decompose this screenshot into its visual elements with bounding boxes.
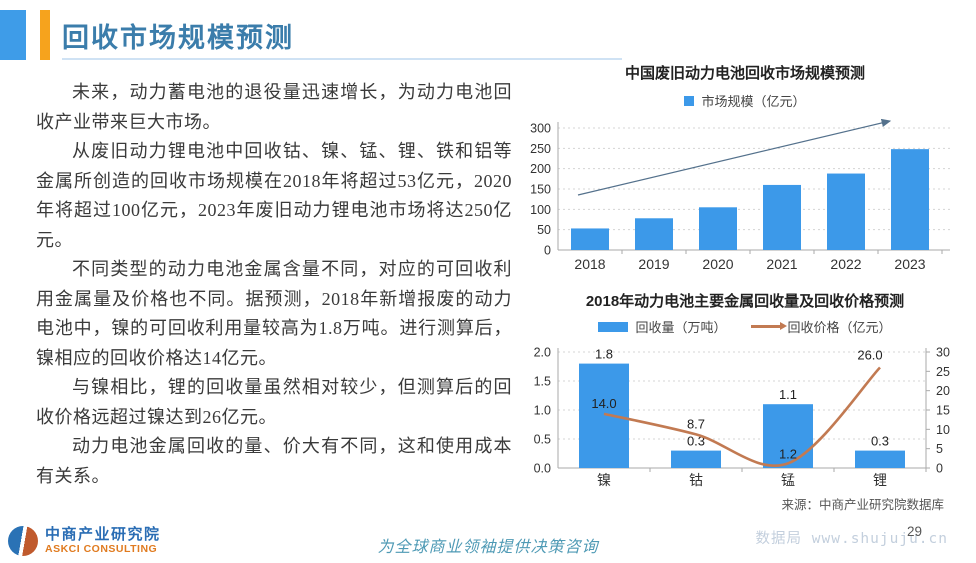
chart-market-size-plot: 0 50 100 150 200 250 300 2018 2019 2020 2021 2022 20… [530, 118, 950, 272]
svg-text:300: 300 [530, 122, 551, 136]
svg-text:20: 20 [936, 384, 950, 398]
svg-text:1.5: 1.5 [534, 375, 551, 389]
svg-text:镍: 镍 [597, 472, 611, 488]
svg-text:2.0: 2.0 [534, 346, 551, 360]
paragraph: 未来，动力蓄电池的退役量迅速增长，为动力电池回收产业带来巨大市场。 [36, 82, 512, 132]
svg-text:250: 250 [530, 142, 551, 156]
legend-square-marker-icon [684, 95, 695, 106]
svg-text:1.2: 1.2 [779, 446, 797, 461]
svg-text:1.1: 1.1 [779, 387, 797, 402]
svg-text:200: 200 [530, 162, 551, 176]
page-title: 回收市场规模预测 [62, 23, 294, 53]
paragraph: 动力电池金属回收的量、价大有不同，这和使用成本有关系。 [36, 436, 512, 486]
chart-market-size-legend: 市场规模（亿元） [522, 91, 968, 110]
legend-label: 回收量（万吨） [635, 320, 727, 335]
svg-text:锂: 锂 [873, 472, 887, 488]
svg-text:钴: 钴 [689, 472, 703, 488]
svg-text:1.0: 1.0 [534, 404, 551, 418]
svg-text:0.3: 0.3 [871, 434, 889, 449]
footer-slogan: 为全球商业领袖提供决策咨询 [377, 539, 599, 556]
svg-text:100: 100 [530, 203, 551, 217]
chart-market-size: 中国废旧动力电池回收市场规模预测 市场规模（亿元） 0 50 100 150 200 25… [522, 62, 968, 278]
page-number: 29 [906, 524, 922, 539]
svg-text:0.3: 0.3 [687, 434, 705, 449]
svg-text:26.0: 26.0 [857, 347, 882, 362]
paragraph: 从废旧动力锂电池中回收钴、镍、锰、锂、铁和铝等金属所创造的回收市场规模在2018… [36, 141, 512, 250]
legend-line-marker-icon [750, 322, 787, 330]
paragraph: 与镍相比，锂的回收量虽然相对较少，但测算后的回收价格远超过镍达到26亿元。 [36, 377, 512, 427]
logo-name-cn: 中商产业研究院 [45, 526, 161, 543]
svg-text:0: 0 [544, 244, 551, 258]
svg-text:25: 25 [936, 365, 950, 379]
chart-metal-recovery-legend: 回收量（万吨） 回收价格（亿元） [522, 317, 968, 336]
svg-text:10: 10 [936, 423, 950, 437]
header-accent-bar [40, 10, 50, 60]
title-underline [62, 58, 622, 60]
footer-watermark: 数据局 www.shujuju.cn [755, 531, 948, 547]
chart-metal-recovery: 2018年动力电池主要金属回收量及回收价格预测 回收量（万吨） 回收价格（亿元）… [522, 290, 968, 513]
svg-text:0: 0 [936, 462, 943, 476]
svg-text:0.0: 0.0 [534, 462, 551, 476]
chart-market-size-title: 中国废旧动力电池回收市场规模预测 [624, 65, 865, 82]
header-accent-square [0, 10, 26, 60]
svg-text:2020: 2020 [702, 256, 733, 272]
svg-text:15: 15 [936, 404, 950, 418]
svg-text:2022: 2022 [830, 256, 861, 272]
svg-text:锰: 锰 [781, 472, 795, 488]
svg-text:2021: 2021 [766, 256, 797, 272]
charts-column: 中国废旧动力电池回收市场规模预测 市场规模（亿元） 0 50 100 150 200 25… [522, 56, 968, 513]
svg-text:5: 5 [936, 442, 943, 456]
svg-text:2018: 2018 [574, 256, 605, 272]
company-logo: 中商产业研究院 ASKCI CONSULTING [8, 526, 161, 556]
legend-bar-marker-icon [598, 321, 629, 332]
askci-logo-icon [8, 526, 38, 556]
svg-text:8.7: 8.7 [687, 416, 705, 431]
legend-label: 回收价格（亿元） [787, 320, 892, 335]
body-text: 未来，动力蓄电池的退役量迅速增长，为动力电池回收产业带来巨大市场。 从废旧动力锂… [36, 78, 512, 491]
logo-name-en: ASKCI CONSULTING [45, 543, 158, 555]
svg-text:2019: 2019 [638, 256, 669, 272]
svg-text:30: 30 [936, 346, 950, 360]
svg-text:50: 50 [537, 223, 551, 237]
chart-metal-recovery-title: 2018年动力电池主要金属回收量及回收价格预测 [585, 293, 905, 310]
svg-text:150: 150 [530, 183, 551, 197]
svg-text:2023: 2023 [894, 256, 925, 272]
chart-source: 来源：中商产业研究院数据库 [781, 498, 944, 512]
svg-text:1.8: 1.8 [595, 347, 613, 362]
legend-label: 市场规模（亿元） [701, 94, 806, 109]
svg-text:0.5: 0.5 [534, 433, 551, 447]
paragraph: 不同类型的动力电池金属含量不同，对应的可回收利用金属量及价格也不同。据预测，20… [36, 259, 512, 368]
chart-metal-recovery-plot: 0.0 0.5 1.0 1.5 2.0 0 5 10 15 20 25 30 1.8 镍 0.3 钴 1.1 锰 0… [534, 346, 950, 489]
svg-text:14.0: 14.0 [591, 396, 616, 411]
